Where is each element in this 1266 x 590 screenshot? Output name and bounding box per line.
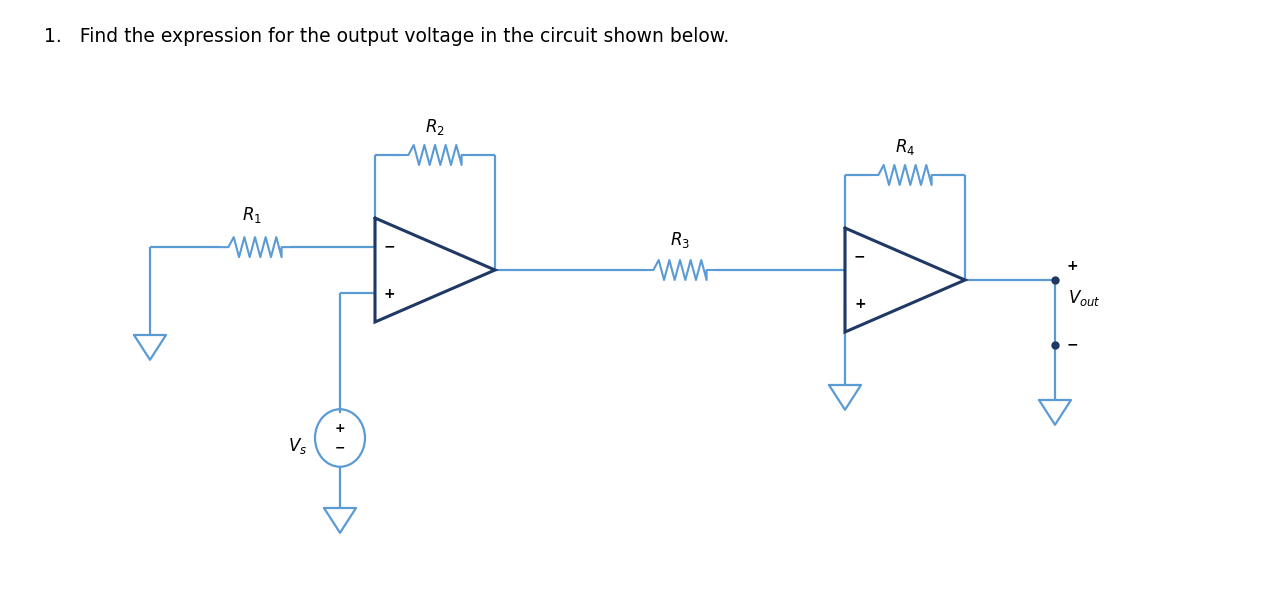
Text: −: − — [334, 441, 346, 454]
Text: +: + — [334, 421, 346, 434]
Text: +: + — [384, 287, 395, 301]
Text: +: + — [855, 297, 866, 311]
Text: 1.   Find the expression for the output voltage in the circuit shown below.: 1. Find the expression for the output vo… — [44, 27, 729, 45]
Text: +: + — [1067, 259, 1079, 273]
Text: $R_4$: $R_4$ — [895, 137, 915, 157]
Text: −: − — [855, 249, 866, 263]
Text: $R_2$: $R_2$ — [425, 117, 444, 137]
Text: $V_{out}$: $V_{out}$ — [1069, 288, 1101, 308]
Text: $R_1$: $R_1$ — [242, 205, 262, 225]
Text: $R_3$: $R_3$ — [670, 230, 690, 250]
Text: $V_s$: $V_s$ — [289, 436, 308, 456]
Text: −: − — [384, 239, 395, 253]
Text: −: − — [1067, 337, 1079, 351]
